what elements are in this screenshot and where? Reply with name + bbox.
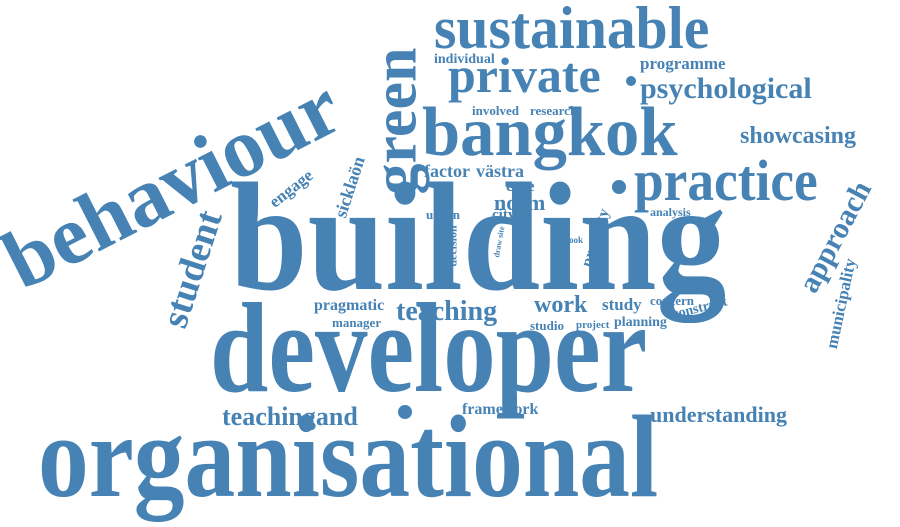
word-city: city — [492, 207, 516, 223]
word-showcasing: showcasing — [740, 123, 857, 149]
word-sustainable: sustainable — [434, 0, 710, 61]
word-study: study — [602, 295, 642, 314]
dot-near-teachingand — [398, 405, 412, 419]
word-organisational: organisational — [38, 391, 659, 522]
word-programme: programme — [640, 54, 726, 73]
word-norm: norm — [494, 190, 546, 215]
word-individual: individual — [434, 52, 495, 67]
word-practice: practice — [634, 148, 818, 213]
word-teachingand: teachingand — [222, 402, 358, 431]
word-project: project — [576, 319, 610, 331]
word-planning: planning — [614, 315, 667, 330]
word-book: book — [564, 235, 584, 245]
word-private: private — [448, 47, 601, 103]
word-case: case — [506, 178, 535, 195]
word-analysis: analysis — [650, 205, 691, 219]
word-vastra: västra — [476, 161, 524, 181]
word-framework: framework — [462, 401, 539, 418]
word-manager: manager — [332, 315, 382, 330]
word-studio: studio — [530, 318, 564, 333]
word-teaching: teaching — [396, 296, 498, 327]
dot-near-private — [626, 76, 636, 86]
word-research: research — [530, 103, 578, 118]
word-building: building — [230, 151, 727, 323]
word-bangkok: bangkok — [422, 94, 678, 171]
word-psychological: psychological — [640, 72, 812, 105]
word-pragmatic: pragmatic — [314, 297, 385, 314]
word-involved: involved — [472, 103, 519, 118]
dot-near-practice — [612, 180, 626, 194]
word-urban: urban — [426, 207, 460, 222]
word-concern: concern — [650, 293, 695, 308]
word-work: work — [534, 292, 588, 318]
word-factor: factor — [424, 161, 470, 181]
word-green: green — [361, 47, 430, 195]
word-developer: developer — [210, 277, 648, 419]
word-decision: decision — [445, 225, 460, 267]
word-understanding: understanding — [650, 402, 787, 427]
